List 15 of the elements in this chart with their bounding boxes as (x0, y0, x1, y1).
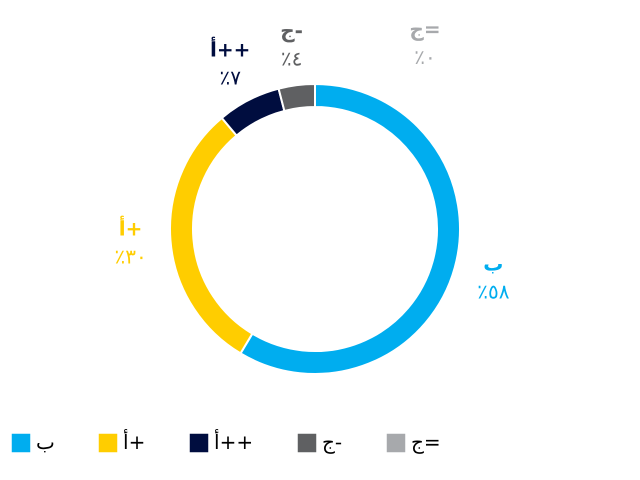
data-label: ٪٧ (219, 66, 242, 90)
data-label: ٪٥٨ (477, 279, 510, 304)
legend-label: ج= (411, 430, 441, 454)
legend-label: أ+ (123, 429, 146, 454)
legend-label: ب (36, 430, 55, 454)
text: ٪٠ (414, 45, 436, 69)
slice-label: ج- (280, 18, 303, 42)
slice-label: أ+ (118, 216, 142, 241)
slice-label: ب (483, 251, 504, 276)
category-label: ج= (409, 17, 441, 41)
data-label: ٪٤ (280, 46, 302, 70)
legend-label: أ++ (214, 429, 254, 454)
legend-label: ج- (322, 430, 342, 454)
slice-label: أ++ (210, 36, 250, 62)
data-label: ٪٣٠ (114, 244, 147, 269)
